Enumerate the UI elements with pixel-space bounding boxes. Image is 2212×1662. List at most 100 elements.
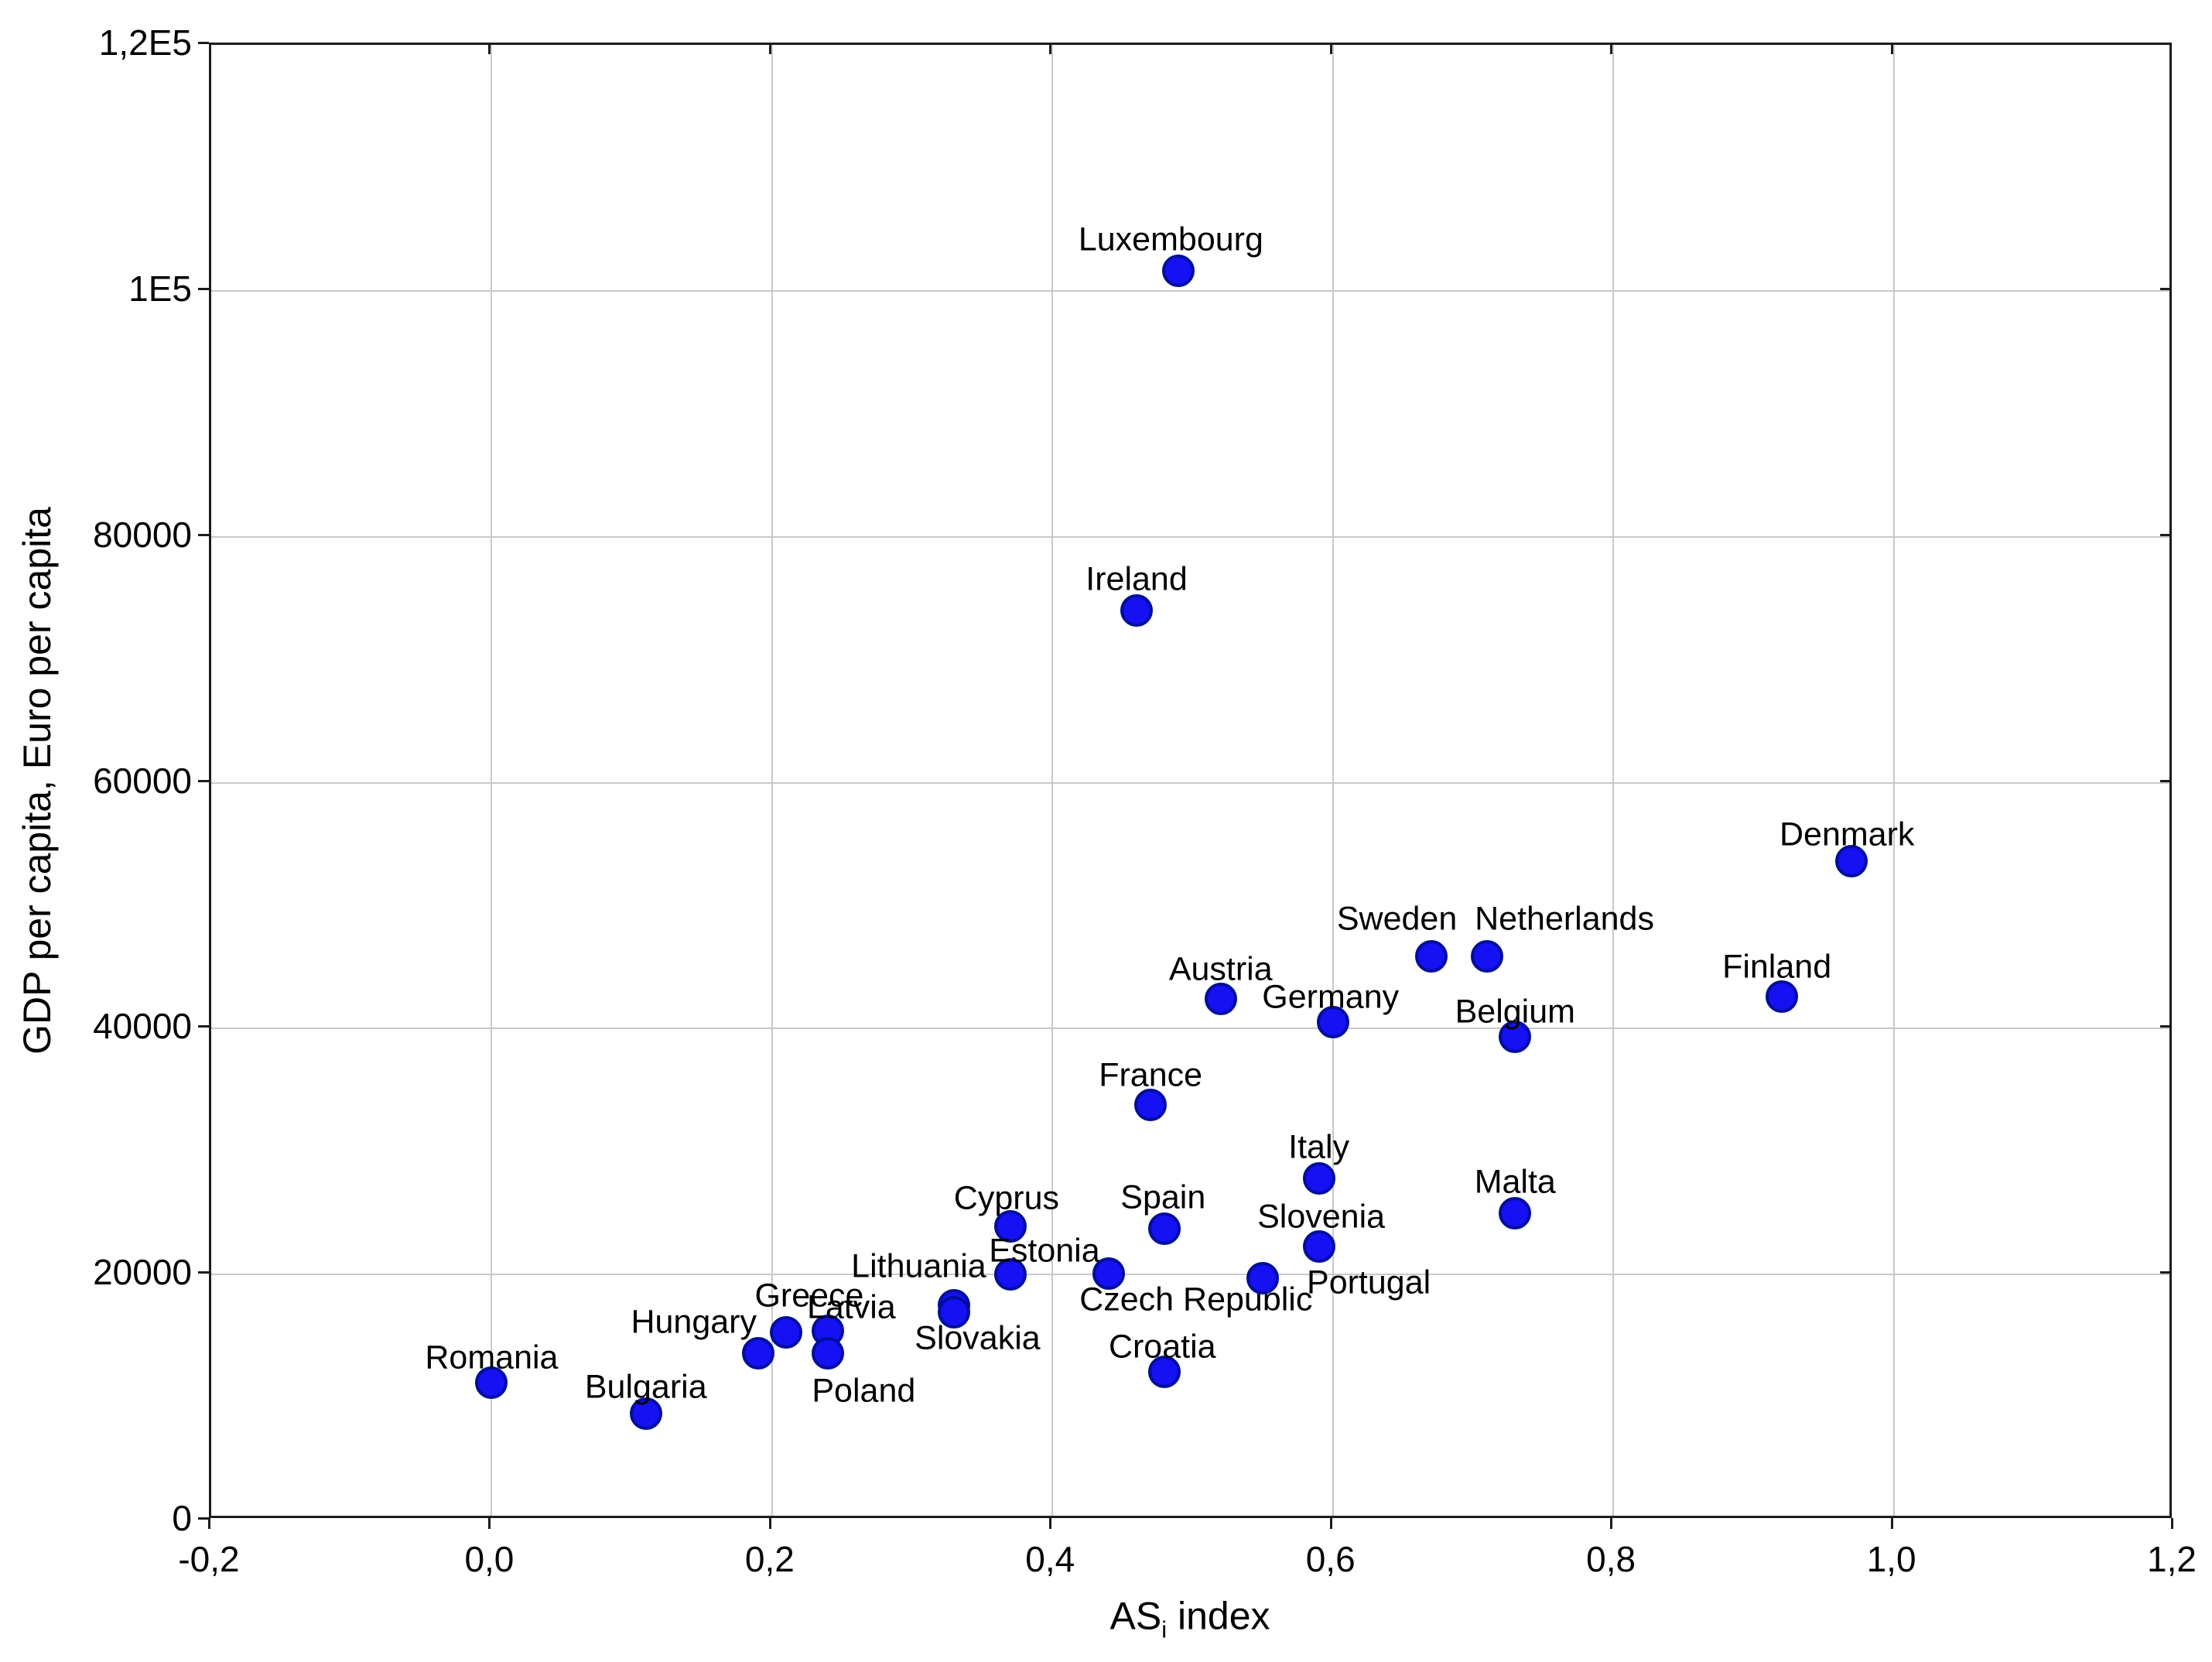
x-tick-label: 1,0 bbox=[1866, 1539, 1916, 1579]
point-label-netherlands: Netherlands bbox=[1475, 900, 1654, 938]
point-label-romania: Romania bbox=[425, 1339, 559, 1376]
data-point-bulgaria bbox=[629, 1397, 662, 1430]
data-point-estonia bbox=[993, 1258, 1027, 1291]
gridline-y-40000 bbox=[211, 1028, 2169, 1030]
point-label-bulgaria: Bulgaria bbox=[584, 1368, 707, 1406]
point-label-finland: Finland bbox=[1722, 948, 1832, 986]
x-tick-0,2 bbox=[768, 1518, 771, 1529]
data-point-germany bbox=[1316, 1006, 1349, 1039]
x-axis-title-subscript: i bbox=[1161, 1616, 1168, 1643]
point-label-ireland: Ireland bbox=[1085, 560, 1188, 598]
y-tick-label: 40000 bbox=[93, 1006, 192, 1047]
data-point-czech-republic bbox=[1092, 1257, 1125, 1290]
point-label-estonia: Estonia bbox=[989, 1232, 1100, 1270]
y-tick-label: 1,2E5 bbox=[98, 22, 192, 63]
gridline-y-60000 bbox=[211, 781, 2169, 784]
data-point-hungary bbox=[741, 1336, 774, 1370]
data-point-romania bbox=[475, 1366, 508, 1399]
y-tick-label: 20000 bbox=[93, 1252, 192, 1293]
point-label-slovakia: Slovakia bbox=[915, 1319, 1041, 1357]
y-tick-right-20000 bbox=[2160, 1271, 2169, 1274]
x-tick-1,2 bbox=[2171, 1518, 2173, 1529]
data-point-spain bbox=[1148, 1212, 1181, 1246]
data-point-cyprus bbox=[993, 1210, 1027, 1243]
x-tick-label: 1,2 bbox=[2147, 1539, 2197, 1579]
gridline-x-0,4 bbox=[1051, 45, 1054, 1516]
point-label-cyprus: Cyprus bbox=[953, 1179, 1060, 1217]
x-tick-label: 0,4 bbox=[1025, 1539, 1075, 1579]
y-tick-right-40000 bbox=[2160, 1025, 2169, 1028]
data-point-slovenia bbox=[1302, 1229, 1335, 1263]
x-tick-0,8 bbox=[1610, 1518, 1613, 1529]
data-point-slovakia bbox=[938, 1296, 971, 1329]
point-label-lithuania: Lithuania bbox=[851, 1247, 986, 1285]
point-label-croatia: Croatia bbox=[1108, 1328, 1216, 1366]
x-axis-title: ASi index bbox=[1109, 1594, 1270, 1644]
point-label-czech-republic: Czech Republic bbox=[1079, 1281, 1313, 1318]
point-label-poland: Poland bbox=[812, 1372, 916, 1410]
point-label-belgium: Belgium bbox=[1455, 993, 1575, 1031]
data-point-greece bbox=[769, 1315, 802, 1349]
y-tick-1,2E5 bbox=[198, 42, 209, 44]
point-label-italy: Italy bbox=[1288, 1128, 1350, 1166]
x-tick-0,6 bbox=[1329, 1518, 1332, 1529]
point-label-luxembourg: Luxembourg bbox=[1078, 221, 1263, 258]
x-tick--0,2 bbox=[208, 1518, 210, 1529]
y-tick-right-80000 bbox=[2160, 533, 2169, 536]
point-label-austria: Austria bbox=[1168, 950, 1273, 988]
data-point-netherlands bbox=[1471, 939, 1504, 973]
y-tick-1E5 bbox=[198, 287, 209, 290]
point-label-greece: Greece bbox=[754, 1277, 864, 1315]
gridline-y-1E5 bbox=[211, 289, 2169, 292]
data-point-sweden bbox=[1414, 939, 1448, 973]
data-point-luxembourg bbox=[1162, 255, 1195, 288]
y-tick-label: 80000 bbox=[93, 514, 192, 555]
gridline-x-0,0 bbox=[491, 45, 493, 1516]
data-point-italy bbox=[1302, 1162, 1335, 1195]
data-point-croatia bbox=[1148, 1355, 1181, 1388]
y-tick-80000 bbox=[198, 533, 209, 536]
data-point-belgium bbox=[1499, 1021, 1532, 1054]
point-label-germany: Germany bbox=[1262, 978, 1400, 1016]
data-point-finland bbox=[1765, 980, 1798, 1013]
x-tick-label: 0,8 bbox=[1586, 1539, 1636, 1579]
x-tick-0,4 bbox=[1049, 1518, 1052, 1529]
gridline-x-0,6 bbox=[1332, 45, 1334, 1516]
y-tick-label: 60000 bbox=[93, 760, 192, 801]
y-tick-0 bbox=[198, 1517, 209, 1520]
x-tick-top-1,0 bbox=[1890, 45, 1893, 54]
gridline-y-80000 bbox=[211, 535, 2169, 538]
point-label-denmark: Denmark bbox=[1779, 816, 1915, 853]
y-tick-right-60000 bbox=[2160, 779, 2169, 782]
data-point-portugal bbox=[1246, 1261, 1280, 1294]
y-tick-20000 bbox=[198, 1271, 209, 1274]
gridline-x-0,8 bbox=[1612, 45, 1615, 1516]
y-tick-right-1E5 bbox=[2160, 287, 2169, 290]
y-tick-40000 bbox=[198, 1025, 209, 1028]
x-tick-label: 0,2 bbox=[744, 1539, 795, 1579]
data-point-malta bbox=[1499, 1196, 1532, 1229]
x-tick-0,0 bbox=[488, 1518, 491, 1529]
x-tick-label: 0,6 bbox=[1305, 1539, 1356, 1579]
data-point-poland bbox=[812, 1336, 845, 1370]
x-axis-title-rest: index bbox=[1167, 1594, 1270, 1638]
data-point-austria bbox=[1204, 983, 1237, 1016]
x-tick-top-0,4 bbox=[1049, 45, 1052, 54]
point-label-malta: Malta bbox=[1474, 1163, 1556, 1201]
x-tick-top-0,2 bbox=[768, 45, 771, 54]
y-tick-label: 0 bbox=[172, 1498, 192, 1538]
x-tick-label: 0,0 bbox=[464, 1539, 515, 1579]
gridline-x-1,0 bbox=[1892, 45, 1895, 1516]
x-tick-1,0 bbox=[1890, 1518, 1893, 1529]
point-label-portugal: Portugal bbox=[1307, 1264, 1431, 1301]
gridline-x-0,2 bbox=[771, 45, 773, 1516]
point-label-sweden: Sweden bbox=[1336, 900, 1458, 938]
point-label-latvia: Latvia bbox=[806, 1288, 896, 1326]
plot-area: Romania Bulgaria Hungary Greece Latvia Poland… bbox=[209, 43, 2172, 1518]
point-label-slovenia: Slovenia bbox=[1257, 1198, 1386, 1236]
point-label-france: France bbox=[1099, 1056, 1203, 1094]
data-point-france bbox=[1134, 1088, 1168, 1121]
data-point-ireland bbox=[1120, 594, 1153, 628]
x-tick-top-0,8 bbox=[1610, 45, 1613, 54]
point-label-hungary: Hungary bbox=[631, 1303, 757, 1341]
